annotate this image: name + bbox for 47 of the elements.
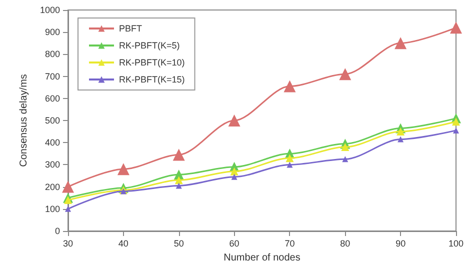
point [65, 206, 71, 212]
point [64, 196, 72, 204]
point [176, 182, 182, 189]
point [62, 180, 74, 193]
point [341, 143, 350, 152]
legend-label: RK-PBFT(K=5) [119, 40, 180, 50]
point [339, 68, 352, 80]
point [453, 127, 459, 134]
legend-label: RK-PBFT(K=15) [119, 74, 185, 84]
y-tick-label: 400 [44, 138, 60, 148]
x-tick-label: 30 [62, 238, 74, 248]
point [342, 156, 348, 162]
point [450, 22, 462, 34]
y-axis-title: Consensus delay/ms [18, 74, 30, 167]
x-tick-label: 80 [340, 238, 350, 248]
x-tick-label: 70 [284, 238, 295, 248]
y-tick-label: 100 [44, 204, 60, 214]
point [284, 80, 296, 92]
point [286, 154, 294, 162]
y-tick-label: 700 [44, 71, 60, 82]
point [174, 176, 183, 184]
x-axis-title: Number of nodes [224, 252, 300, 264]
y-tick-label: 0 [54, 226, 60, 236]
legend-label: PBFT [119, 24, 143, 34]
point [117, 163, 130, 176]
y-tick-label: 300 [44, 160, 60, 170]
y-tick-label: 500 [44, 116, 60, 126]
point [398, 136, 404, 142]
y-tick-label: 600 [44, 93, 60, 104]
point [452, 118, 460, 126]
y-tick-label: 800 [44, 49, 60, 60]
point [231, 174, 238, 180]
point [396, 128, 405, 136]
point [286, 162, 293, 168]
point [172, 148, 185, 161]
x-tick-label: 90 [396, 238, 406, 248]
point [228, 114, 240, 126]
x-tick-label: 60 [229, 238, 240, 248]
legend-label: RK-PBFT(K=10) [119, 58, 185, 68]
y-tick-label: 900 [44, 27, 60, 38]
x-tick-label: 40 [118, 238, 128, 248]
point [230, 167, 238, 176]
y-tick-label: 200 [44, 182, 60, 192]
y-tick-label: 1000 [40, 5, 60, 15]
x-tick-label: 50 [174, 238, 184, 248]
point [394, 37, 407, 50]
x-tick-label: 100 [448, 238, 464, 248]
